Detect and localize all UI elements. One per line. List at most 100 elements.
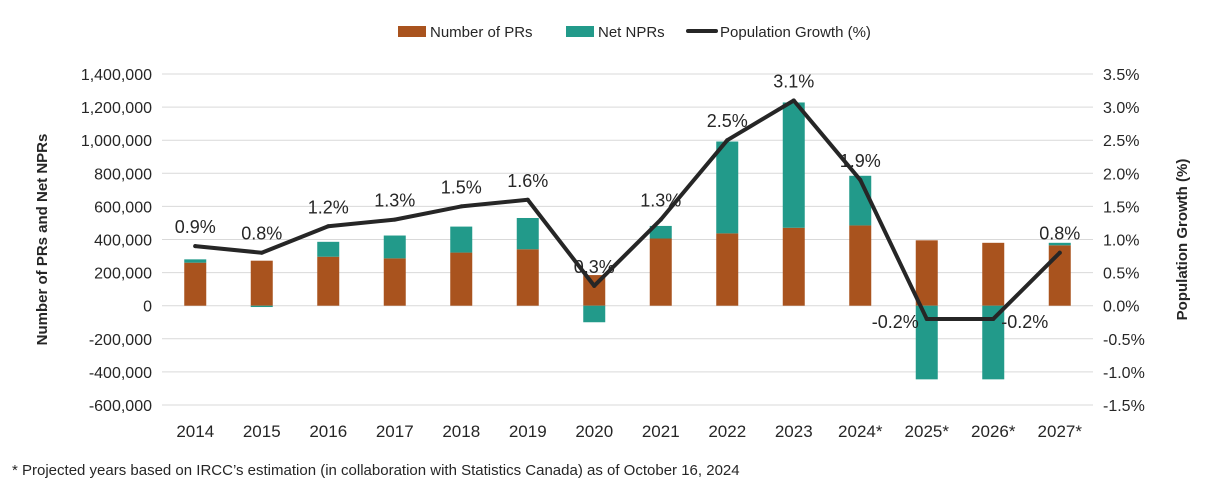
population-growth-point (392, 217, 397, 222)
bar-net-nprs (1048, 242, 1071, 246)
bar-net-nprs (184, 259, 207, 263)
population-growth-point (858, 177, 863, 182)
population-growth-point (991, 316, 996, 321)
bar-net-nprs (317, 241, 340, 257)
y-tick-label-left: 800,000 (94, 166, 152, 183)
y-tick-label-left: 200,000 (94, 266, 152, 283)
legend-label: Population Growth (%) (720, 24, 871, 41)
population-growth-data-label: 1.2% (308, 197, 349, 217)
population-growth-point (326, 224, 331, 229)
x-tick-label: 2019 (509, 422, 547, 441)
x-tick-label: 2024* (838, 422, 883, 441)
population-growth-point (459, 204, 464, 209)
y-tick-label-right: 2.5% (1103, 133, 1139, 150)
x-tick-label: 2014 (176, 422, 214, 441)
x-tick-label: 2018 (442, 422, 480, 441)
population-growth-point (658, 217, 663, 222)
bar-number-of-prs (982, 242, 1005, 306)
y-tick-label-left: 1,200,000 (81, 100, 152, 117)
combo-chart: 1,400,000 3.5% 1,200,000 3.0% 1,000,000 2.5% 8… (34, 24, 1191, 441)
population-growth-point (924, 316, 929, 321)
bar-number-of-prs (516, 249, 539, 306)
population-growth-data-label: 1.6% (507, 171, 548, 191)
y-tick-label-right: 0.0% (1103, 299, 1139, 316)
population-growth-point (1057, 250, 1062, 255)
population-growth-point (725, 138, 730, 143)
y-axis-title-right: Population Growth (%) (1174, 159, 1191, 321)
bar-net-nprs (915, 305, 938, 380)
bar-net-nprs (982, 305, 1005, 380)
bar-number-of-prs (716, 233, 739, 306)
y-tick-label-left: 0 (143, 299, 152, 316)
legend-label: Net NPRs (598, 24, 665, 41)
y-tick-label-right: -1.0% (1103, 365, 1145, 382)
bar-number-of-prs (317, 256, 340, 306)
bar-number-of-prs (782, 227, 805, 306)
y-tick-label-left: -600,000 (89, 398, 152, 415)
population-growth-point (592, 283, 597, 288)
y-tick-label-left: 1,400,000 (81, 67, 152, 84)
x-tick-label: 2026* (971, 422, 1016, 441)
population-growth-data-label: 0.8% (241, 224, 282, 244)
population-growth-data-label: 1.9% (840, 151, 881, 171)
y-tick-label-right: 1.0% (1103, 233, 1139, 250)
bar-net-nprs (383, 235, 406, 259)
y-tick-label-right: 0.5% (1103, 266, 1139, 283)
y-tick-label-left: 600,000 (94, 199, 152, 216)
population-growth-point (259, 250, 264, 255)
population-growth-data-label: 1.3% (374, 191, 415, 211)
bar-number-of-prs (849, 225, 872, 306)
bar-number-of-prs (450, 252, 473, 306)
bar-net-nprs (250, 305, 273, 308)
y-tick-label-right: 3.5% (1103, 67, 1139, 84)
bar-net-nprs (782, 102, 805, 228)
x-tick-label: 2023 (775, 422, 813, 441)
legend-label: Number of PRs (430, 24, 533, 41)
x-tick-label: 2016 (309, 422, 347, 441)
x-tick-label: 2020 (575, 422, 613, 441)
footnote: * Projected years based on IRCC’s estima… (12, 462, 740, 479)
y-axis-title-left: Number of PRs and Net NPRs (34, 134, 51, 346)
bar-number-of-prs (915, 240, 938, 306)
legend-swatch (566, 26, 594, 37)
x-tick-label: 2022 (708, 422, 746, 441)
bar-net-nprs (583, 305, 606, 323)
y-tick-label-left: 1,000,000 (81, 133, 152, 150)
x-tick-label: 2015 (243, 422, 281, 441)
bar-net-nprs (716, 141, 739, 234)
population-growth-data-label: -0.2% (1001, 312, 1048, 332)
bar-net-nprs (450, 226, 473, 253)
y-tick-label-left: 400,000 (94, 233, 152, 250)
population-growth-point (525, 197, 530, 202)
y-tick-label-right: -1.5% (1103, 398, 1145, 415)
y-tick-label-right: 3.0% (1103, 100, 1139, 117)
x-tick-label: 2025* (905, 422, 950, 441)
y-tick-label-right: -0.5% (1103, 332, 1145, 349)
population-growth-point (791, 98, 796, 103)
y-tick-label-left: -200,000 (89, 332, 152, 349)
x-tick-label: 2017 (376, 422, 414, 441)
population-growth-data-label: 0.9% (175, 217, 216, 237)
population-growth-data-label: 3.1% (773, 71, 814, 91)
bar-number-of-prs (250, 260, 273, 306)
bar-number-of-prs (649, 238, 672, 306)
x-tick-label: 2021 (642, 422, 680, 441)
population-growth-data-label: 1.3% (640, 191, 681, 211)
bar-net-nprs (516, 217, 539, 250)
population-growth-data-label: 1.5% (441, 177, 482, 197)
bar-net-nprs (649, 225, 672, 239)
population-growth-data-label: 0.3% (574, 257, 615, 277)
population-growth-data-label: -0.2% (872, 312, 919, 332)
bar-number-of-prs (383, 258, 406, 306)
population-growth-data-label: 0.8% (1039, 224, 1080, 244)
population-growth-point (193, 244, 198, 249)
y-tick-label-right: 2.0% (1103, 166, 1139, 183)
population-growth-data-label: 2.5% (707, 111, 748, 131)
legend-swatch (398, 26, 426, 37)
bar-number-of-prs (184, 262, 207, 306)
x-tick-label: 2027* (1038, 422, 1083, 441)
y-tick-label-left: -400,000 (89, 365, 152, 382)
population-growth-line (193, 98, 1062, 321)
y-tick-label-right: 1.5% (1103, 199, 1139, 216)
